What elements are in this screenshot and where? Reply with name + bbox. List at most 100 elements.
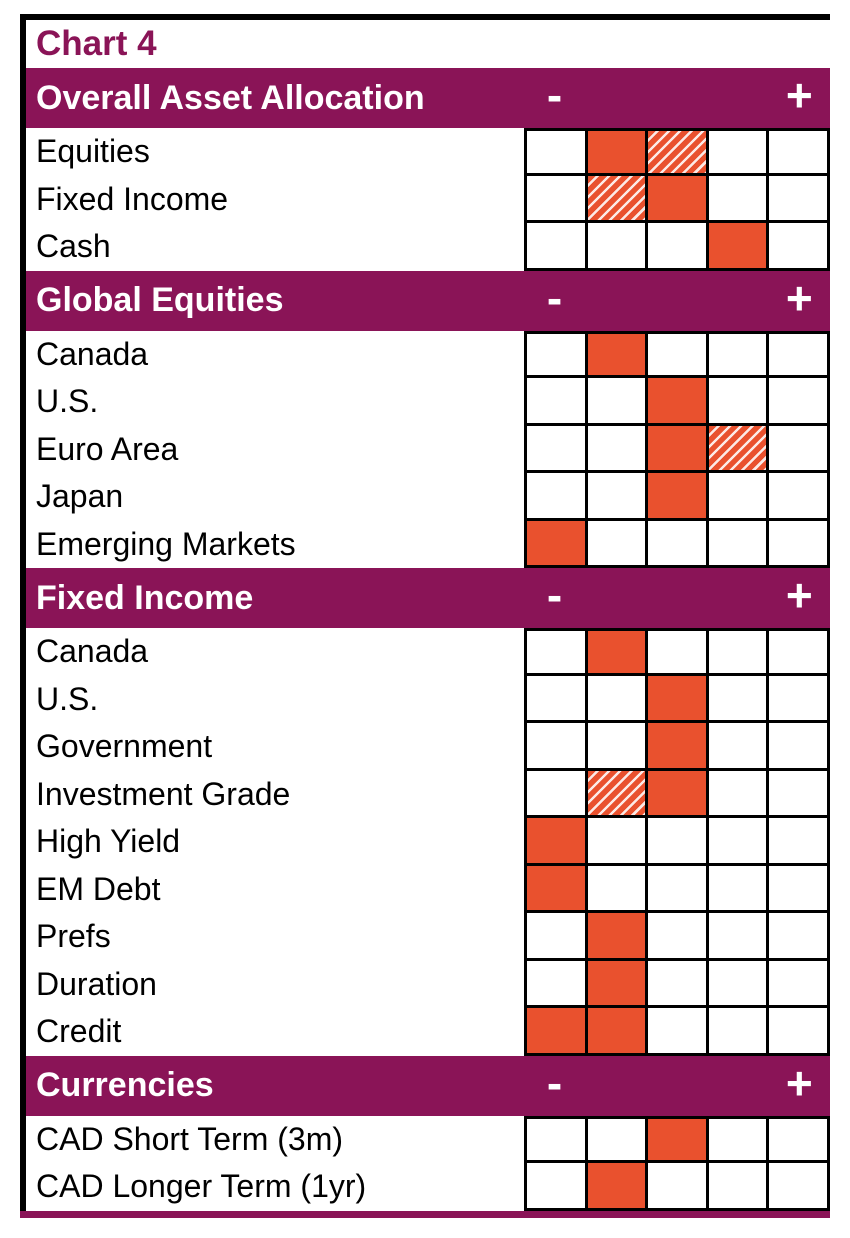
allocation-cell bbox=[708, 425, 770, 473]
section-header: Currencies - + bbox=[26, 1055, 830, 1116]
allocation-cells bbox=[524, 960, 830, 1008]
allocation-cell bbox=[527, 631, 588, 676]
scale-spacer bbox=[585, 572, 646, 624]
section-title: Currencies bbox=[36, 1066, 214, 1104]
allocation-cell bbox=[527, 223, 588, 271]
row-label: U.S. bbox=[36, 383, 99, 420]
scale-plus-label: + bbox=[785, 1056, 813, 1109]
allocation-cell bbox=[769, 913, 830, 961]
allocation-cell bbox=[587, 770, 649, 818]
allocation-cell bbox=[769, 818, 830, 866]
allocation-cells bbox=[524, 818, 830, 866]
table-row: U.S. bbox=[26, 675, 830, 723]
allocation-cell bbox=[769, 1163, 830, 1211]
row-label: Emerging Markets bbox=[36, 525, 296, 562]
chart-bottom-bar bbox=[20, 1210, 830, 1218]
allocation-cell bbox=[527, 723, 588, 771]
scale-minus-label: - bbox=[546, 271, 563, 324]
allocation-cell bbox=[769, 723, 830, 771]
allocation-cell bbox=[708, 378, 770, 426]
allocation-cells bbox=[524, 378, 830, 426]
allocation-cell bbox=[708, 1163, 770, 1211]
scale-labels: - + bbox=[524, 572, 830, 624]
allocation-cell bbox=[648, 770, 709, 818]
allocation-cell bbox=[587, 960, 649, 1008]
allocation-cell bbox=[708, 960, 770, 1008]
allocation-cell bbox=[708, 723, 770, 771]
row-label: Japan bbox=[36, 478, 124, 515]
allocation-cell bbox=[648, 333, 709, 378]
allocation-cells bbox=[524, 520, 830, 568]
allocation-cell bbox=[769, 631, 830, 676]
allocation-cell bbox=[527, 175, 588, 223]
allocation-cell bbox=[769, 131, 830, 176]
scale-spacer bbox=[708, 275, 769, 327]
allocation-cell bbox=[769, 1008, 830, 1056]
allocation-cell bbox=[648, 1118, 709, 1163]
allocation-cell bbox=[527, 1118, 588, 1163]
scale-minus-label: - bbox=[546, 569, 563, 621]
allocation-cell bbox=[527, 1163, 588, 1211]
allocation-cell bbox=[769, 520, 830, 568]
row-label: Fixed Income bbox=[36, 180, 229, 217]
table-row: CAD Short Term (3m) bbox=[26, 1115, 830, 1163]
scale-spacer bbox=[646, 572, 707, 624]
section-title: Global Equities bbox=[36, 281, 284, 319]
allocation-cells bbox=[524, 128, 830, 176]
scale-spacer bbox=[585, 1060, 646, 1112]
allocation-cell bbox=[769, 175, 830, 223]
allocation-cell bbox=[587, 865, 649, 913]
allocation-cell bbox=[769, 770, 830, 818]
allocation-cell bbox=[648, 723, 709, 771]
table-row: Japan bbox=[26, 473, 830, 521]
row-label: Euro Area bbox=[36, 430, 179, 467]
allocation-cell bbox=[587, 223, 649, 271]
allocation-cell bbox=[587, 425, 649, 473]
allocation-cell bbox=[648, 818, 709, 866]
allocation-cell bbox=[527, 818, 588, 866]
allocation-cell bbox=[708, 1118, 770, 1163]
section-title: Fixed Income bbox=[36, 578, 254, 617]
allocation-cell bbox=[587, 1008, 649, 1056]
allocation-cell bbox=[527, 333, 588, 378]
allocation-cell bbox=[769, 378, 830, 426]
allocation-cell bbox=[527, 675, 588, 723]
allocation-cell bbox=[648, 675, 709, 723]
row-label: Investment Grade bbox=[36, 775, 291, 812]
allocation-cell bbox=[587, 131, 649, 176]
allocation-cell bbox=[527, 378, 588, 426]
allocation-cell bbox=[708, 223, 770, 271]
allocation-cell bbox=[769, 333, 830, 378]
allocation-cell bbox=[587, 175, 649, 223]
row-label: CAD Longer Term (1yr) bbox=[36, 1168, 367, 1205]
allocation-cells bbox=[524, 865, 830, 913]
allocation-cells bbox=[524, 913, 830, 961]
allocation-cells bbox=[524, 628, 830, 676]
table-row: EM Debt bbox=[26, 865, 830, 913]
allocation-cell bbox=[708, 473, 770, 521]
table-row: Euro Area bbox=[26, 425, 830, 473]
allocation-cell bbox=[708, 675, 770, 723]
allocation-cells bbox=[524, 1008, 830, 1056]
scale-spacer bbox=[646, 275, 707, 327]
allocation-cells bbox=[524, 1115, 830, 1163]
allocation-cell bbox=[648, 520, 709, 568]
allocation-cell bbox=[527, 1008, 588, 1056]
section-title: Overall Asset Allocation bbox=[36, 78, 425, 117]
allocation-cell bbox=[587, 1163, 649, 1211]
allocation-cell bbox=[587, 378, 649, 426]
table-row: Investment Grade bbox=[26, 770, 830, 818]
table-row: Canada bbox=[26, 330, 830, 378]
allocation-cell bbox=[587, 818, 649, 866]
allocation-cell bbox=[769, 960, 830, 1008]
table-row: Credit bbox=[26, 1008, 830, 1056]
allocation-cell bbox=[648, 131, 709, 176]
allocation-cell bbox=[648, 223, 709, 271]
row-label: Cash bbox=[36, 228, 111, 265]
allocation-cell bbox=[587, 520, 649, 568]
scale-spacer bbox=[708, 1060, 769, 1112]
table-row: Prefs bbox=[26, 913, 830, 961]
allocation-cell bbox=[527, 770, 588, 818]
allocation-cell bbox=[708, 913, 770, 961]
